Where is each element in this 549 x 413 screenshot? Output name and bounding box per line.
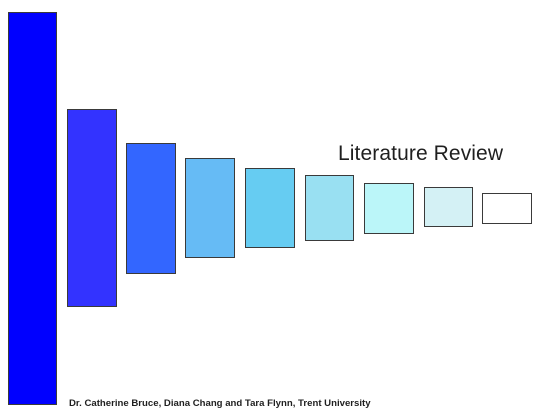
blue-block-2 <box>67 109 117 307</box>
slide-footer-authors: Dr. Catherine Bruce, Diana Chang and Tar… <box>69 398 371 409</box>
blue-block-7 <box>364 183 414 234</box>
blue-block-5 <box>245 168 295 248</box>
blue-block-1 <box>8 12 57 405</box>
blue-block-9 <box>482 193 532 224</box>
blue-block-4 <box>185 158 235 258</box>
blue-block-3 <box>126 143 176 274</box>
slide-title: Literature Review <box>338 142 504 165</box>
blue-block-6 <box>305 175 354 241</box>
blue-block-8 <box>424 187 473 227</box>
